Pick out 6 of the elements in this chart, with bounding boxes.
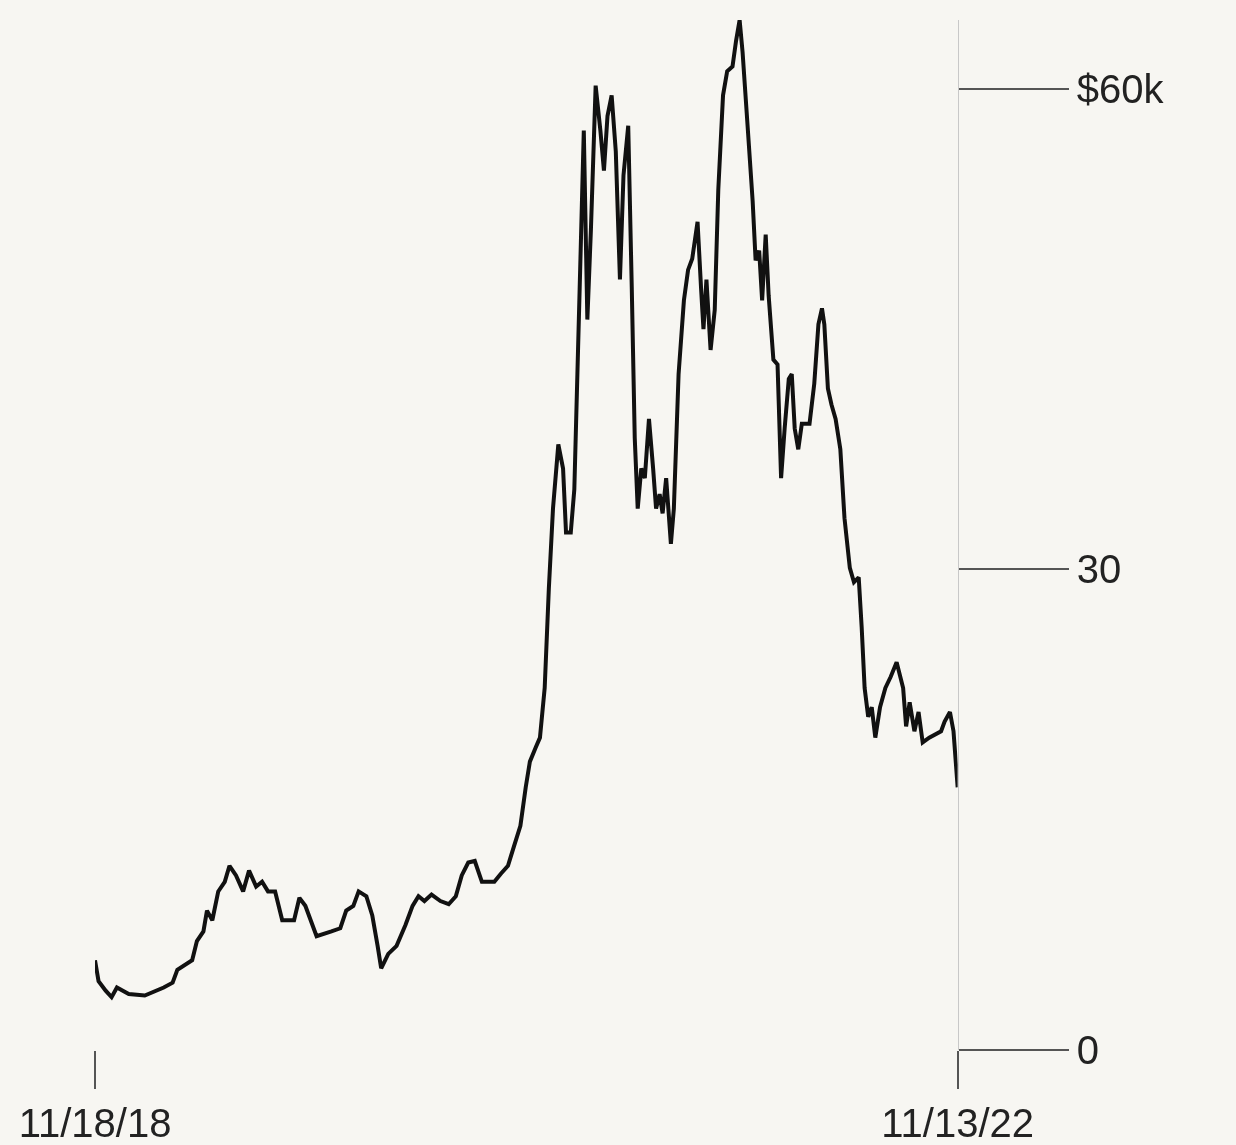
x-tick-label: 11/13/22 <box>881 1101 1035 1145</box>
x-tick-label: 11/18/18 <box>18 1101 172 1145</box>
y-tick-label: 30 <box>1076 547 1122 592</box>
y-tick-label: 0 <box>1076 1028 1099 1072</box>
y-tick-label: $60k <box>1076 66 1165 111</box>
line-series <box>95 20 958 1000</box>
